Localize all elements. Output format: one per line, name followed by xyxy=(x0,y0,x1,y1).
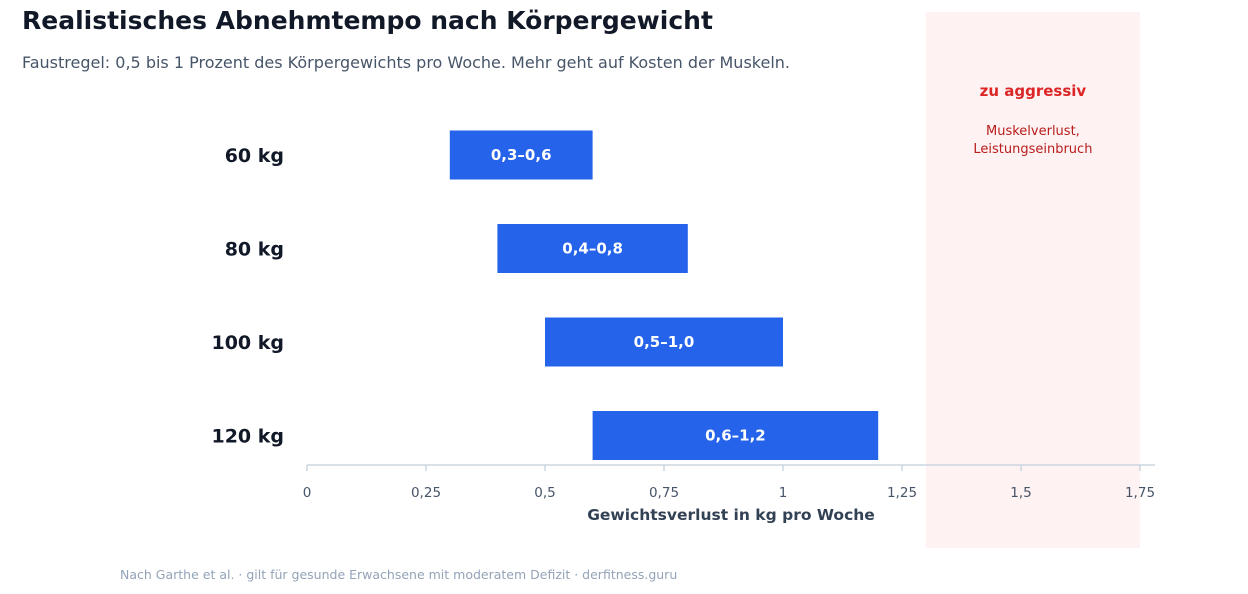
zone-note-line: Leistungseinbruch xyxy=(973,142,1092,157)
bar-value-label: 0,5–1,0 xyxy=(634,333,695,351)
x-tick-label: 1,75 xyxy=(1125,485,1155,501)
range-bar xyxy=(545,317,783,367)
source-note: Nach Garthe et al. · gilt für gesunde Er… xyxy=(120,567,678,582)
category-label: 120 kg xyxy=(211,426,284,448)
range-bar xyxy=(592,411,879,460)
range-bar xyxy=(449,130,593,180)
category-label: 100 kg xyxy=(211,332,284,354)
x-tick-label: 0,75 xyxy=(649,485,679,501)
chart-title: Realistisches Abnehmtempo nach Körpergew… xyxy=(22,6,713,35)
x-axis-title: Gewichtsverlust in kg pro Woche xyxy=(587,506,875,524)
x-tick-label: 0 xyxy=(303,485,312,501)
bar-value-label: 0,6–1,2 xyxy=(705,427,766,445)
x-tick-label: 0,25 xyxy=(411,485,441,501)
x-tick-label: 0,5 xyxy=(534,485,555,501)
x-tick-label: 1 xyxy=(779,485,788,501)
range-bar xyxy=(497,224,688,273)
zone-title: zu aggressiv xyxy=(980,82,1087,100)
bar-value-label: 0,3–0,6 xyxy=(491,146,552,164)
x-tick-label: 1,25 xyxy=(887,485,917,501)
x-tick-label: 1,5 xyxy=(1010,485,1031,501)
category-label: 80 kg xyxy=(225,239,284,261)
bar-value-label: 0,4–0,8 xyxy=(562,240,623,258)
zone-note-line: Muskelverlust, xyxy=(986,124,1080,139)
aggressive-zone xyxy=(925,12,1140,548)
category-label: 60 kg xyxy=(225,145,284,167)
chart-subtitle: Faustregel: 0,5 bis 1 Prozent des Körper… xyxy=(22,53,790,72)
